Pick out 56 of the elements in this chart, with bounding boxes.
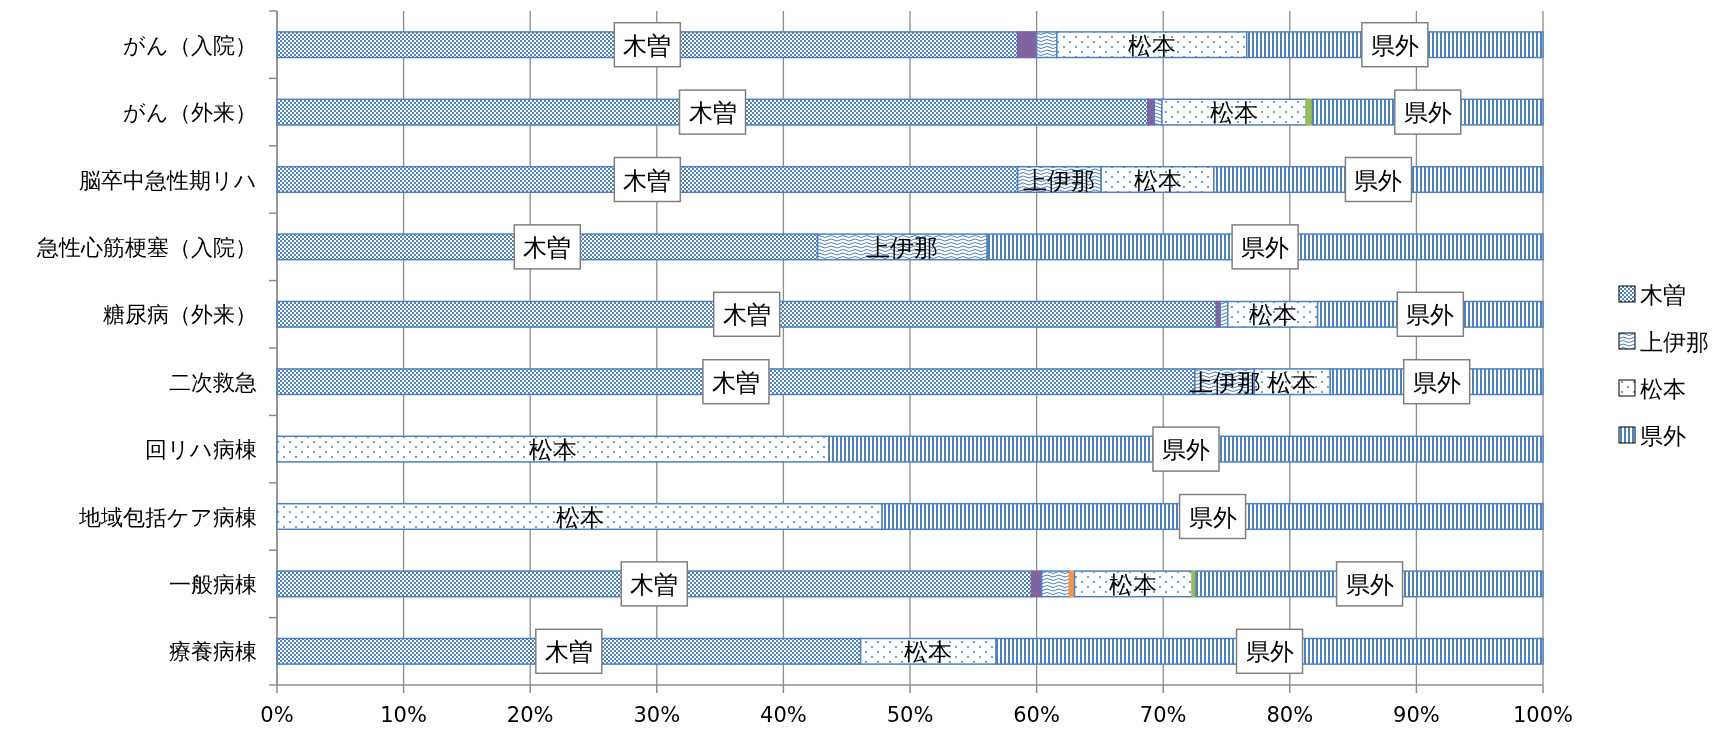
x-tick-label: 90% [1393, 703, 1440, 727]
data-label: 松本 [1248, 301, 1297, 330]
data-label: 県外 [1161, 436, 1210, 465]
data-label: 県外 [1188, 503, 1237, 532]
x-tick-label: 50% [886, 703, 934, 727]
data-label: 木曽 [630, 570, 679, 599]
y-tick-label: 回リハ病棟 [145, 437, 257, 463]
data-label: 松本 [1109, 570, 1158, 599]
x-tick-label: 10% [380, 703, 427, 727]
data-label: 木曽 [688, 99, 737, 128]
bar [1016, 31, 1038, 59]
x-tick-label: 20% [506, 703, 554, 727]
x-tick-label: 70% [1139, 703, 1187, 727]
data-label: 県外 [1403, 99, 1452, 128]
data-label: 松本 [528, 436, 577, 465]
y-tick-label: がん（外来） [123, 100, 257, 126]
x-tick-label: 60% [1013, 703, 1060, 727]
data-label: 松本 [555, 503, 604, 532]
data-label: 木曽 [523, 233, 572, 262]
data-label: 県外 [1412, 368, 1461, 397]
x-tick-label: 0% [260, 703, 294, 727]
legend-label: 県外 [1640, 423, 1686, 449]
bar [1040, 570, 1071, 598]
x-tick-label: 100% [1512, 703, 1574, 727]
y-tick-label: 療養病棟 [169, 639, 257, 665]
legend-label: 木曽 [1640, 282, 1686, 308]
legend-label: 上伊那 [1640, 329, 1709, 355]
data-label: 松本 [1210, 99, 1259, 128]
data-label: 松本 [1268, 368, 1317, 397]
data-label: 県外 [1354, 166, 1403, 195]
y-tick-label: 急性心筋梗塞（入院） [36, 234, 257, 260]
x-tick-label: 40% [760, 703, 807, 727]
data-label: 木曽 [722, 301, 771, 330]
data-label: 松本 [1127, 31, 1176, 60]
y-tick-label: 地域包括ケア病棟 [78, 504, 257, 530]
data-label: 県外 [1241, 233, 1290, 262]
data-label: 木曽 [623, 166, 672, 195]
data-label: 県外 [1345, 570, 1394, 599]
data-label: 松本 [1133, 166, 1182, 195]
x-tick-label: 30% [633, 703, 681, 727]
bar [1147, 98, 1156, 126]
data-label: 松本 [904, 638, 953, 667]
legend-label: 松本 [1640, 376, 1686, 402]
data-label: 県外 [1406, 301, 1455, 330]
y-tick-label: 二次救急 [169, 369, 257, 395]
y-tick-label: 一般病棟 [169, 571, 257, 597]
data-label: 木曽 [711, 368, 760, 397]
data-label: 木曽 [623, 31, 672, 60]
data-label: 木曽 [544, 638, 593, 667]
data-label: 県外 [1370, 31, 1419, 60]
y-tick-label: 脳卒中急性期リハ [79, 167, 257, 193]
y-tick-label: 糖尿病（外来） [103, 302, 257, 328]
x-tick-label: 80% [1266, 703, 1314, 727]
data-label: 上伊那 [866, 233, 939, 262]
y-tick-label: がん（入院） [123, 32, 257, 58]
data-label: 県外 [1245, 638, 1294, 667]
